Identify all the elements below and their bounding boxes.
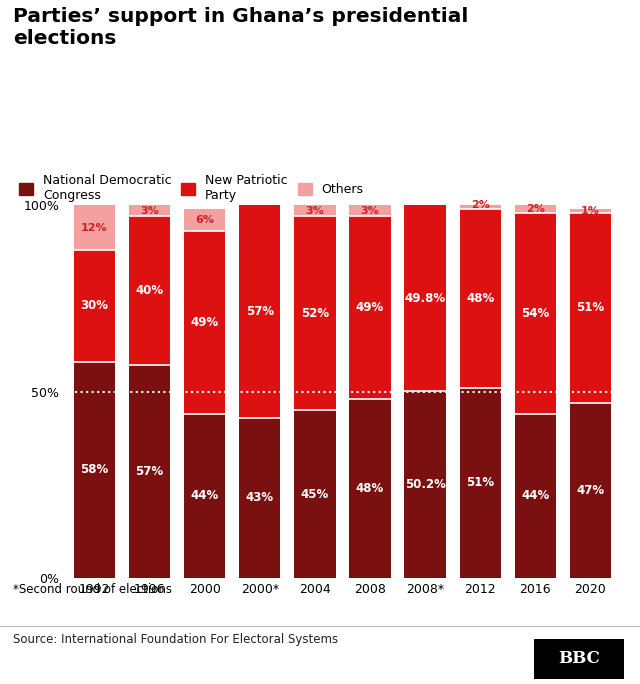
Text: 3%: 3% [305, 206, 324, 215]
Text: 3%: 3% [360, 206, 380, 215]
Bar [74, 205, 115, 250]
Text: 44%: 44% [191, 490, 219, 503]
Bar [460, 388, 501, 578]
Text: 44%: 44% [521, 490, 550, 503]
Text: 51%: 51% [466, 477, 494, 490]
Bar [570, 403, 611, 578]
Bar [515, 414, 556, 578]
Text: 49.8%: 49.8% [404, 291, 445, 304]
Bar [294, 216, 335, 410]
Text: 49%: 49% [356, 301, 384, 314]
Text: 3%: 3% [140, 206, 159, 215]
Text: 51%: 51% [577, 301, 605, 314]
Text: 52%: 52% [301, 307, 329, 320]
Bar [74, 362, 115, 578]
Text: 58%: 58% [80, 463, 108, 476]
Text: 12%: 12% [81, 222, 108, 233]
Text: 43%: 43% [246, 491, 274, 504]
Bar [349, 205, 390, 216]
Text: 57%: 57% [246, 305, 274, 318]
Text: 54%: 54% [521, 307, 550, 320]
Text: Parties’ support in Ghana’s presidential
elections: Parties’ support in Ghana’s presidential… [13, 7, 468, 48]
Bar [239, 205, 280, 418]
Text: 50.2%: 50.2% [404, 478, 445, 491]
Bar [239, 418, 280, 578]
Bar [129, 205, 170, 216]
Bar [460, 209, 501, 388]
Bar [74, 250, 115, 362]
Text: BBC: BBC [558, 650, 600, 667]
Bar [515, 213, 556, 414]
Text: 49%: 49% [191, 316, 219, 329]
Text: 30%: 30% [81, 300, 108, 313]
Bar [460, 202, 501, 209]
Text: 47%: 47% [577, 484, 605, 497]
Text: 57%: 57% [136, 465, 163, 478]
Text: 1%: 1% [581, 206, 600, 215]
Bar [184, 414, 225, 578]
Text: 40%: 40% [136, 285, 163, 298]
Bar [129, 216, 170, 365]
Text: 6%: 6% [195, 215, 214, 225]
Text: Source: International Foundation For Electoral Systems: Source: International Foundation For Ele… [13, 633, 338, 646]
Bar [294, 205, 335, 216]
Text: 48%: 48% [466, 292, 494, 305]
Text: 48%: 48% [356, 482, 384, 495]
Text: 2%: 2% [471, 200, 490, 210]
Legend: National Democratic
Congress, New Patriotic
Party, Others: National Democratic Congress, New Patrio… [19, 174, 364, 202]
Bar [570, 209, 611, 213]
Bar [404, 205, 446, 391]
Bar [570, 213, 611, 403]
Text: 45%: 45% [301, 488, 329, 501]
Text: 2%: 2% [526, 204, 545, 214]
Bar [349, 399, 390, 578]
Text: *Second round of elections: *Second round of elections [13, 583, 172, 596]
Bar [515, 205, 556, 213]
Bar [129, 365, 170, 578]
Bar [184, 209, 225, 231]
Bar [404, 391, 446, 578]
Bar [349, 216, 390, 399]
Bar [184, 231, 225, 414]
Bar [294, 410, 335, 578]
